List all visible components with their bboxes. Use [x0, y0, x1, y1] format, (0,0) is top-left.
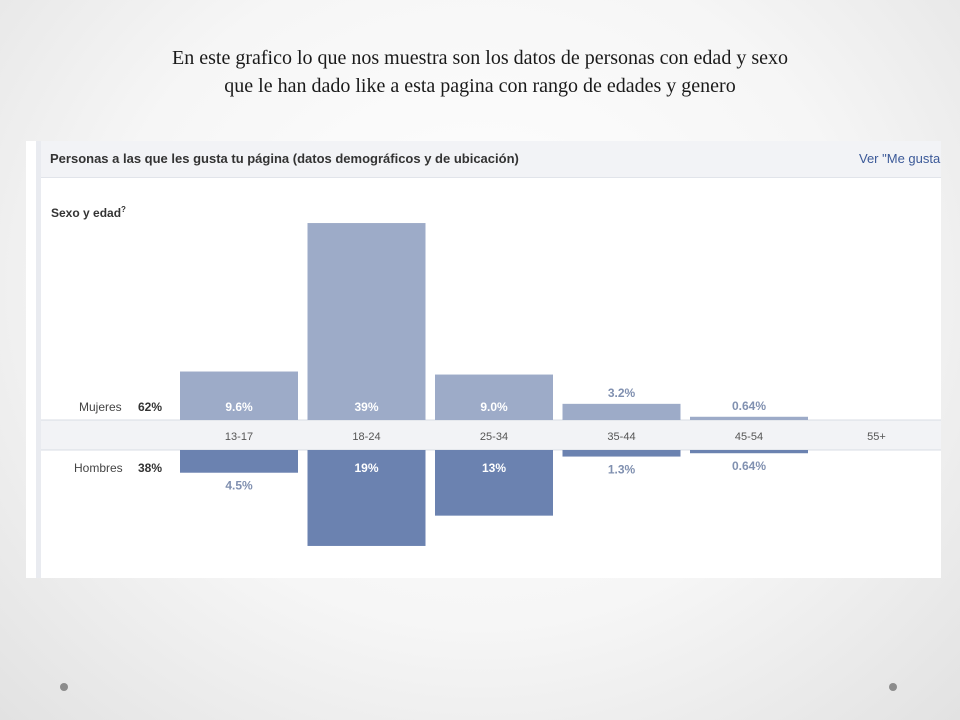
women-value-label-35-44: 3.2% — [608, 386, 636, 400]
panel-header: Personas a las que les gusta tu página (… — [41, 141, 941, 178]
men-value-label-45-54: 0.64% — [732, 459, 766, 473]
women-value-label-45-54: 0.64% — [732, 399, 766, 413]
women-bar-45-54 — [690, 416, 808, 420]
men-bar-45-54 — [690, 450, 808, 454]
men-series-label: Hombres — [74, 461, 123, 475]
women-total-label: 62% — [138, 400, 162, 414]
men-value-label-25-34: 13% — [482, 461, 506, 475]
men-value-label-13-17: 4.5% — [225, 479, 253, 493]
men-total-label: 38% — [138, 461, 162, 475]
men-value-label-35-44: 1.3% — [608, 463, 636, 477]
panel-left-rule — [36, 141, 41, 578]
age-tick-25-34: 25-34 — [480, 431, 508, 443]
men-bar-13-17 — [180, 450, 298, 473]
age-tick-55+: 55+ — [867, 431, 886, 443]
men-value-label-18-24: 19% — [354, 461, 378, 475]
section-label: Sexo y edad? — [51, 205, 126, 220]
women-bar-18-24 — [307, 223, 426, 420]
slide-dot-right — [889, 683, 897, 691]
axis-band — [41, 420, 941, 450]
women-value-label-25-34: 9.0% — [480, 400, 508, 414]
age-tick-18-24: 18-24 — [352, 431, 380, 443]
slide-dot-left — [60, 683, 68, 691]
women-value-label-13-17: 9.6% — [225, 400, 253, 414]
men-bar-25-34 — [435, 450, 553, 516]
age-tick-13-17: 13-17 — [225, 431, 253, 443]
panel-title: Personas a las que les gusta tu página (… — [50, 151, 519, 166]
men-bar-35-44 — [562, 450, 681, 457]
women-value-label-18-24: 39% — [354, 400, 378, 414]
help-icon[interactable]: ? — [121, 205, 126, 214]
insights-panel: Personas a las que les gusta tu página (… — [26, 141, 941, 578]
age-tick-45-54: 45-54 — [735, 431, 763, 443]
age-tick-35-44: 35-44 — [607, 431, 635, 443]
women-bar-25-34 — [435, 374, 553, 420]
slide-caption: En este grafico lo que nos muestra son l… — [20, 44, 940, 100]
women-bar-35-44 — [562, 403, 681, 420]
see-likes-link[interactable]: Ver "Me gusta — [859, 151, 941, 166]
age-gender-chart: 13-17 18-24 25-34 35-44 45-54 55+ Mujeres 62% Ho… — [41, 223, 941, 546]
caption-line-1: En este grafico lo que nos muestra son l… — [172, 47, 788, 69]
section-label-text: Sexo y edad — [51, 206, 122, 220]
women-bar-13-17 — [180, 371, 298, 420]
caption-line-2: que le han dado like a esta pagina con r… — [224, 75, 736, 97]
women-series-label: Mujeres — [79, 400, 122, 414]
men-bar-18-24 — [307, 450, 426, 546]
